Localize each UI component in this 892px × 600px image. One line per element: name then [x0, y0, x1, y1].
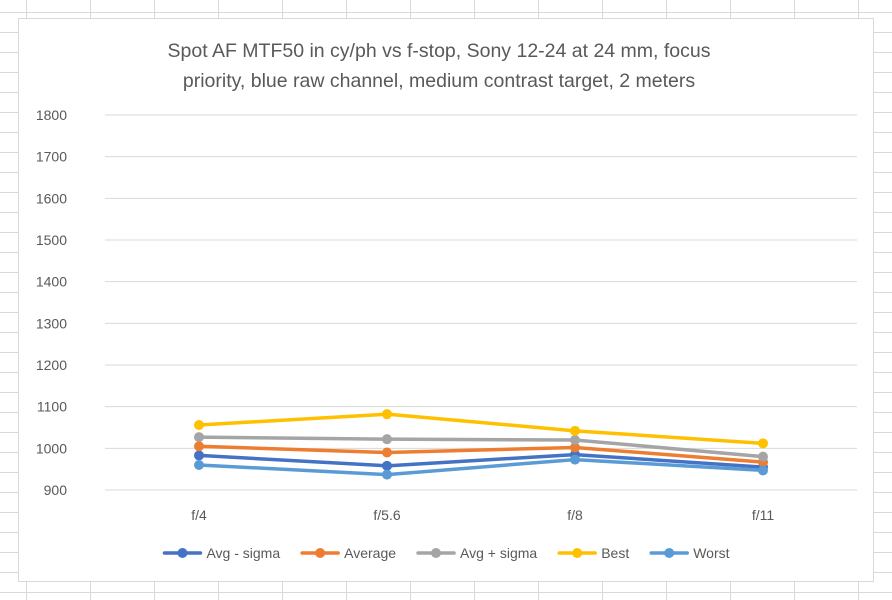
- data-point: [382, 409, 392, 420]
- legend-swatch-marker: [315, 548, 326, 558]
- data-point: [194, 450, 204, 461]
- legend-swatch-marker: [431, 548, 442, 558]
- data-point: [382, 460, 392, 471]
- legend-item: Avg - sigma: [162, 545, 280, 561]
- legend-item: Average: [300, 545, 396, 561]
- series-line: [197, 457, 765, 477]
- line-chart: Spot AF MTF50 in cy/ph vs f-stop, Sony 1…: [36, 40, 857, 561]
- legend: Avg - sigma Average Avg + sigma Best Worst: [162, 545, 730, 561]
- y-tick-label: 1100: [37, 399, 67, 415]
- gridlines: [105, 114, 857, 491]
- data-point: [570, 425, 580, 436]
- y-tick-label: 1800: [36, 107, 67, 123]
- legend-label: Best: [601, 545, 629, 561]
- series-line: [197, 412, 765, 446]
- chart-title-line-2: priority, blue raw channel, medium contr…: [183, 70, 696, 92]
- legend-item: Worst: [649, 545, 730, 561]
- data-point: [570, 442, 580, 453]
- y-tick-label: 1300: [36, 315, 67, 331]
- y-axis-tick-labels: 900 1000 1100 1200 1300 1400 1500 1600 1700 1800: [36, 107, 67, 498]
- series-line: [197, 452, 765, 469]
- x-tick-label: f/8: [567, 507, 583, 523]
- legend-label: Worst: [693, 545, 729, 561]
- series-average: [194, 441, 768, 468]
- series-best: [194, 409, 768, 449]
- data-point: [758, 451, 768, 462]
- data-point: [758, 438, 768, 449]
- x-tick-label: f/4: [191, 507, 207, 523]
- legend-item: Best: [557, 545, 629, 561]
- series-avg-sigma: [194, 432, 768, 462]
- data-point: [570, 454, 580, 465]
- series-line: [197, 435, 765, 459]
- y-tick-label: 1000: [36, 440, 67, 456]
- legend-label: Avg + sigma: [460, 545, 537, 561]
- data-point: [382, 434, 392, 445]
- legend-item: Avg + sigma: [416, 545, 537, 561]
- y-tick-label: 1700: [36, 149, 67, 165]
- legend-label: Avg - sigma: [206, 545, 280, 561]
- series-lines: [194, 409, 768, 480]
- data-point: [758, 465, 768, 476]
- x-tick-label: f/5.6: [373, 507, 400, 523]
- legend-swatch-marker: [664, 548, 675, 558]
- y-tick-label: 1600: [36, 190, 67, 206]
- y-tick-label: 1500: [36, 232, 67, 248]
- legend-swatch-marker: [572, 548, 583, 558]
- series-line: [197, 444, 765, 464]
- y-tick-label: 1400: [36, 274, 67, 290]
- data-point: [382, 447, 392, 458]
- chart-title-line-1: Spot AF MTF50 in cy/ph vs f-stop, Sony 1…: [168, 40, 711, 62]
- data-point: [194, 432, 204, 443]
- y-tick-label: 1200: [36, 357, 67, 373]
- data-point: [194, 420, 204, 430]
- data-point: [382, 469, 392, 480]
- data-point: [194, 441, 204, 452]
- data-point: [194, 460, 204, 470]
- legend-swatch-marker: [177, 548, 188, 558]
- series-worst: [194, 454, 768, 480]
- x-tick-label: f/11: [752, 507, 775, 523]
- legend-label: Average: [344, 545, 396, 561]
- data-point: [570, 435, 580, 445]
- y-tick-label: 900: [44, 482, 68, 498]
- chart-area[interactable]: Spot AF MTF50 in cy/ph vs f-stop, Sony 1…: [18, 18, 874, 582]
- x-axis-tick-labels: f/4 f/5.6 f/8 f/11: [191, 507, 774, 523]
